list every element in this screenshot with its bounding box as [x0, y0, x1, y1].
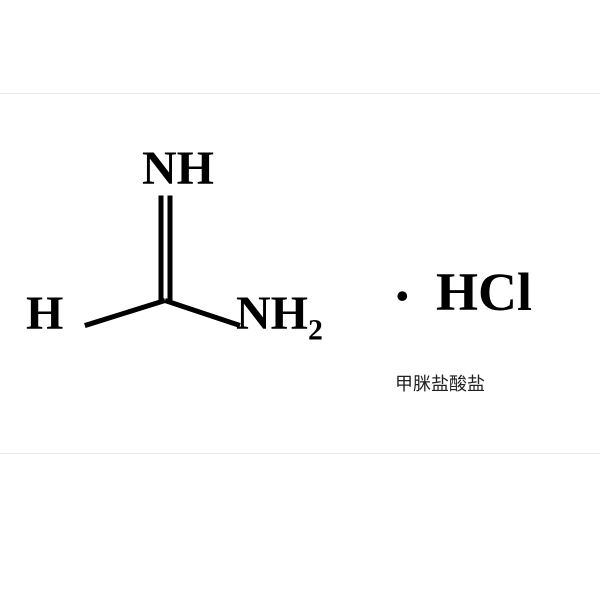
- label-nh2: NH2: [236, 290, 323, 338]
- label-dot: •: [396, 278, 409, 314]
- bottom-divider: [0, 453, 600, 454]
- label-h: H: [26, 290, 63, 338]
- compound-name-caption: 甲脒盐酸盐: [395, 370, 485, 396]
- label-nh: NH: [142, 145, 214, 193]
- top-divider: [0, 93, 600, 94]
- label-nh2-base: NH: [236, 287, 308, 340]
- bond-line: [158, 195, 163, 300]
- bond-line: [164, 298, 241, 328]
- bond-line: [84, 298, 165, 328]
- bond-line: [167, 195, 172, 300]
- chemical-structure-diagram: { "type": "chemical-structure", "backgro…: [0, 0, 600, 600]
- label-hcl: HCl: [436, 265, 532, 319]
- label-nh2-sub: 2: [308, 314, 323, 347]
